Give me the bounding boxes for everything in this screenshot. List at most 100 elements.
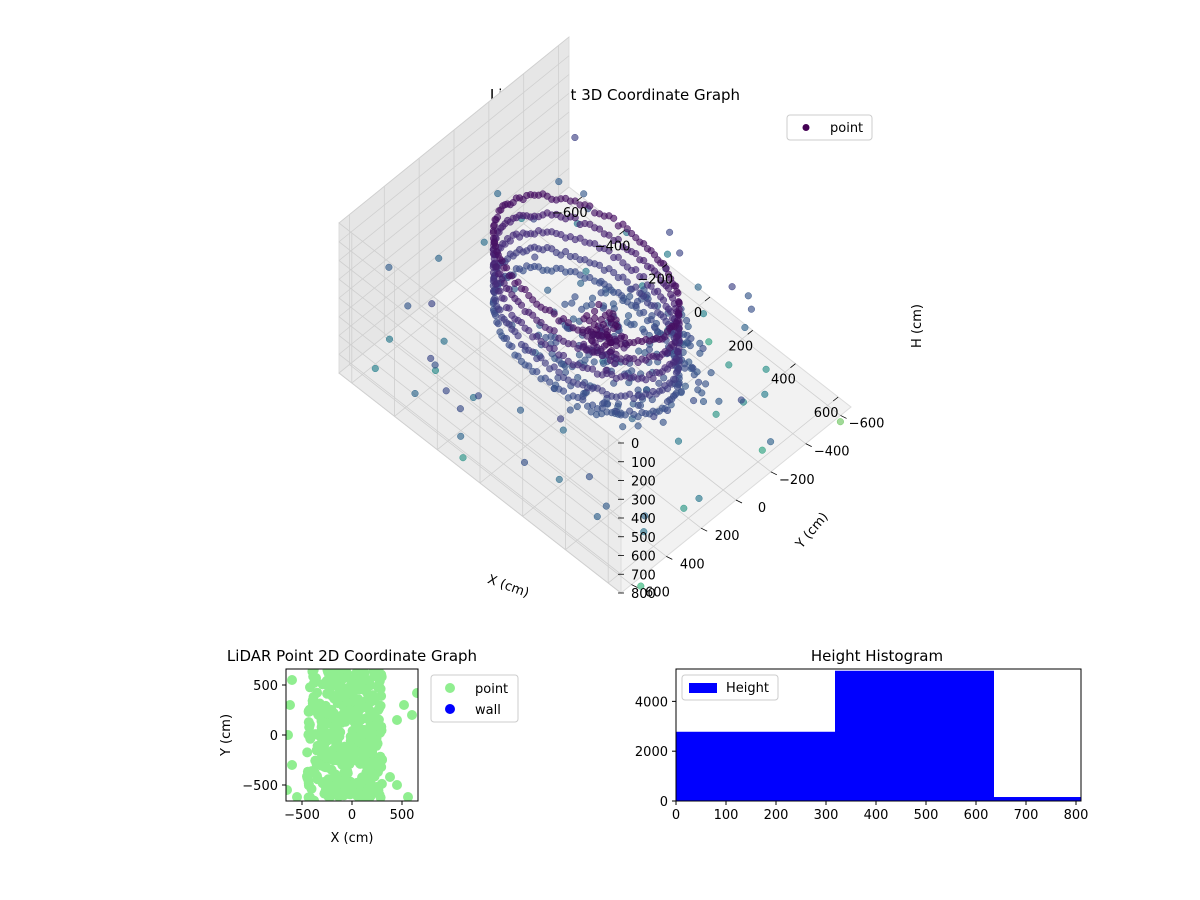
data-point-3d bbox=[623, 263, 631, 271]
data-point-3d bbox=[508, 342, 516, 351]
data-point-3d bbox=[610, 236, 618, 245]
x-tick-label-2d: 0 bbox=[348, 808, 356, 823]
data-point-2d bbox=[307, 698, 318, 709]
data-point-3d bbox=[385, 335, 394, 343]
data-point-3d bbox=[699, 310, 708, 318]
data-point-3d bbox=[590, 358, 598, 366]
grid-line bbox=[338, 372, 622, 594]
data-point-3d bbox=[641, 512, 649, 520]
data-point-3d bbox=[442, 387, 450, 395]
data-point-3d bbox=[457, 432, 465, 440]
grid-line bbox=[607, 396, 839, 584]
data-point-3d bbox=[498, 257, 506, 265]
data-point-3d bbox=[435, 254, 443, 262]
data-point-3d bbox=[555, 334, 563, 342]
data-point-3d bbox=[632, 266, 640, 274]
data-point-3d bbox=[632, 250, 640, 258]
z-axis-label-3d: H (cm) bbox=[910, 304, 925, 348]
data-point-3d bbox=[431, 361, 439, 369]
z-tick-label-3d: 200 bbox=[631, 475, 656, 490]
z-tick-label-3d: 500 bbox=[631, 531, 656, 546]
data-point-3d bbox=[576, 256, 584, 264]
histogram-bars bbox=[676, 670, 1081, 801]
data-point-3d bbox=[632, 301, 640, 310]
data-point-2d bbox=[310, 755, 321, 766]
y-axis-label-3d: Y (cm) bbox=[792, 510, 831, 553]
y-tick-label-3d: 200 bbox=[715, 529, 740, 544]
data-point-3d bbox=[537, 337, 545, 346]
data-point-3d bbox=[696, 339, 704, 347]
chart-histogram: Height Histogram 0 100 200 300 400 500 600 700 8… bbox=[635, 647, 1089, 823]
data-point-2d bbox=[403, 792, 413, 801]
legend-histogram-label: Height bbox=[726, 681, 769, 696]
y-tick-label-3d: 400 bbox=[680, 557, 705, 572]
data-point-3d bbox=[632, 283, 640, 291]
y-axis-label-2d: Y (cm) bbox=[219, 714, 234, 757]
data-point-3d bbox=[588, 337, 596, 345]
data-point-3d bbox=[654, 287, 662, 295]
data-point-3d bbox=[634, 422, 642, 430]
data-point-3d bbox=[612, 374, 620, 382]
x-tick-label-3d: 0 bbox=[694, 306, 702, 321]
data-point-3d bbox=[676, 249, 684, 257]
legend-2d-wall-label: wall bbox=[475, 703, 501, 718]
chart-3d: LiDAR Point 3D Coordinate Graph −600−400… bbox=[338, 35, 925, 602]
data-point-3d bbox=[582, 302, 591, 310]
data-point-2d bbox=[304, 719, 315, 730]
data-point-3d bbox=[514, 352, 522, 360]
data-point-3d bbox=[593, 326, 601, 334]
grid-line bbox=[338, 55, 570, 243]
data-point-3d bbox=[655, 379, 663, 387]
x-tick-label-hist: 400 bbox=[864, 808, 889, 823]
data-point-2d bbox=[334, 750, 345, 761]
data-point-3d bbox=[761, 390, 769, 398]
grid-line bbox=[338, 111, 570, 299]
data-point-3d bbox=[728, 283, 736, 291]
data-point-2d bbox=[407, 710, 417, 720]
data-point-3d bbox=[640, 528, 648, 536]
y-tick-label-hist: 0 bbox=[660, 795, 668, 810]
data-point-3d bbox=[640, 328, 648, 336]
data-point-3d bbox=[533, 368, 541, 376]
x-axis-label-3d: X (cm) bbox=[485, 572, 531, 601]
data-point-2d bbox=[332, 680, 343, 691]
x-tick-3d bbox=[662, 263, 668, 268]
data-point-3d bbox=[584, 402, 592, 410]
data-point-3d bbox=[610, 288, 618, 296]
data-point-2d bbox=[372, 681, 383, 692]
data-point-3d bbox=[500, 295, 508, 303]
data-point-3d bbox=[630, 394, 638, 403]
data-point-3d bbox=[494, 190, 502, 198]
data-point-3d bbox=[659, 418, 667, 426]
y-tick-label-hist: 2000 bbox=[635, 745, 668, 760]
data-point-3d bbox=[640, 308, 648, 316]
data-point-2d bbox=[312, 687, 323, 698]
histogram-frame bbox=[675, 668, 1082, 802]
data-point-2d bbox=[322, 747, 333, 758]
data-point-3d bbox=[737, 396, 745, 404]
data-point-3d bbox=[694, 386, 702, 394]
data-point-2d bbox=[321, 718, 332, 729]
data-point-3d bbox=[628, 229, 636, 238]
legend-histogram-box bbox=[681, 674, 779, 701]
data-point-2d bbox=[286, 700, 295, 710]
y-tick-3d bbox=[666, 556, 673, 560]
legend-3d-box bbox=[786, 114, 873, 141]
legend-2d: point wall bbox=[430, 674, 519, 723]
data-point-3d bbox=[602, 502, 610, 510]
data-point-3d bbox=[509, 231, 517, 239]
data-point-3d bbox=[651, 324, 659, 332]
data-point-3d bbox=[640, 292, 648, 300]
data-point-3d bbox=[544, 286, 552, 294]
y-tick-label-hist: 4000 bbox=[635, 695, 668, 710]
data-point-2d bbox=[342, 766, 353, 777]
data-point-3d bbox=[645, 371, 654, 379]
z-tick-label-3d: 700 bbox=[631, 568, 656, 583]
data-point-3d bbox=[686, 342, 694, 350]
y-tick-label-2d: −500 bbox=[242, 779, 278, 794]
data-point-3d bbox=[675, 299, 683, 307]
data-point-3d bbox=[585, 473, 593, 481]
data-point-2d bbox=[327, 690, 337, 701]
chart-2d: LiDAR Point 2D Coordinate Graph −500−500… bbox=[219, 647, 519, 846]
x-tick-label-hist: 700 bbox=[1014, 808, 1039, 823]
